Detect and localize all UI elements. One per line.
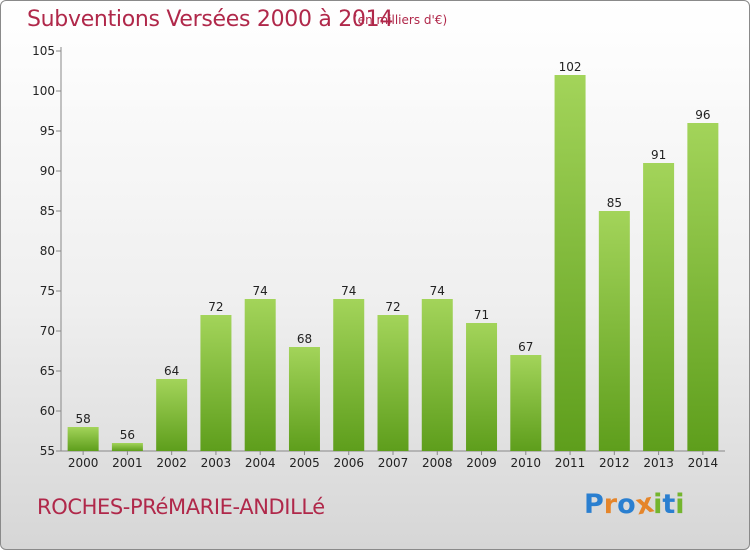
commune-name: ROCHES-PRéMARIE-ANDILLé	[37, 495, 325, 519]
y-tick-label: 70	[40, 324, 55, 338]
y-tick-label: 65	[40, 364, 55, 378]
x-tick-label: 2004	[245, 456, 276, 470]
chart-title: Subventions Versées 2000 à 2014	[27, 7, 394, 32]
value-labels: 58 56 64 72 74 68 74 72 74 71 67 102 85 91 96	[75, 60, 710, 442]
y-tick-label: 105	[32, 44, 55, 58]
x-tick-label: 2006	[333, 456, 364, 470]
data-label: 72	[208, 300, 223, 314]
x-tick-label: 2002	[156, 456, 187, 470]
data-label: 96	[695, 108, 710, 122]
bar-2003	[200, 315, 232, 451]
data-label: 64	[164, 364, 179, 378]
bar-2014	[687, 123, 719, 451]
y-tick-label: 95	[40, 124, 55, 138]
bar-2011	[554, 75, 586, 451]
y-tick-label: 55	[40, 444, 55, 458]
x-tick-label: 2003	[201, 456, 232, 470]
data-label: 58	[75, 412, 90, 426]
y-tick-label: 90	[40, 164, 55, 178]
x-tick-label: 2008	[422, 456, 453, 470]
bar-2007	[377, 315, 409, 451]
logo-letter: o	[617, 489, 636, 520]
bar-2006	[333, 299, 365, 451]
bar-2010	[510, 355, 542, 451]
bar-2013	[643, 163, 675, 451]
data-label: 74	[253, 284, 268, 298]
y-tick-label: 75	[40, 284, 55, 298]
y-tick-label: 85	[40, 204, 55, 218]
x-tick-label: 2007	[378, 456, 409, 470]
bar-series	[67, 75, 719, 451]
bar-2009	[466, 323, 498, 451]
x-tick-label: 2010	[511, 456, 542, 470]
data-label: 102	[559, 60, 582, 74]
data-label: 56	[120, 428, 135, 442]
data-label: 72	[385, 300, 400, 314]
bar-2004	[244, 299, 276, 451]
x-tick-label: 2011	[555, 456, 586, 470]
y-tick-label: 100	[32, 84, 55, 98]
chart-subtitle: (en milliers d'€)	[353, 13, 448, 27]
x-tick-label: 2014	[688, 456, 719, 470]
bar-2002	[156, 379, 188, 451]
bar-2012	[598, 211, 630, 451]
bar-2005	[288, 347, 320, 451]
data-label: 71	[474, 308, 489, 322]
data-label: 67	[518, 340, 533, 354]
data-label: 68	[297, 332, 312, 346]
logo-letter: t	[662, 489, 676, 520]
chart-axes: 55 60 65 70 75 80 85 90 95 100 105 2000 2001 2002 2003…	[32, 44, 725, 470]
data-label: 85	[607, 196, 622, 210]
y-tick-label: 80	[40, 244, 55, 258]
proxiti-logo[interactable]: Proxiti	[584, 488, 685, 522]
logo-letter: P	[584, 489, 604, 520]
logo-letter: i	[675, 489, 685, 520]
logo-letter: r	[603, 489, 618, 520]
x-tick-label: 2012	[599, 456, 630, 470]
data-label: 91	[651, 148, 666, 162]
bar-2001	[111, 443, 143, 451]
data-label: 74	[341, 284, 356, 298]
x-tick-label: 2009	[466, 456, 497, 470]
x-tick-label: 2000	[68, 456, 99, 470]
y-tick-label: 60	[40, 404, 55, 418]
x-tick-label: 2013	[643, 456, 674, 470]
bar-2000	[67, 427, 99, 451]
bar-2008	[421, 299, 453, 451]
x-tick-label: 2005	[289, 456, 320, 470]
data-label: 74	[430, 284, 445, 298]
x-tick-label: 2001	[112, 456, 143, 470]
logo-letter: i	[653, 489, 663, 520]
